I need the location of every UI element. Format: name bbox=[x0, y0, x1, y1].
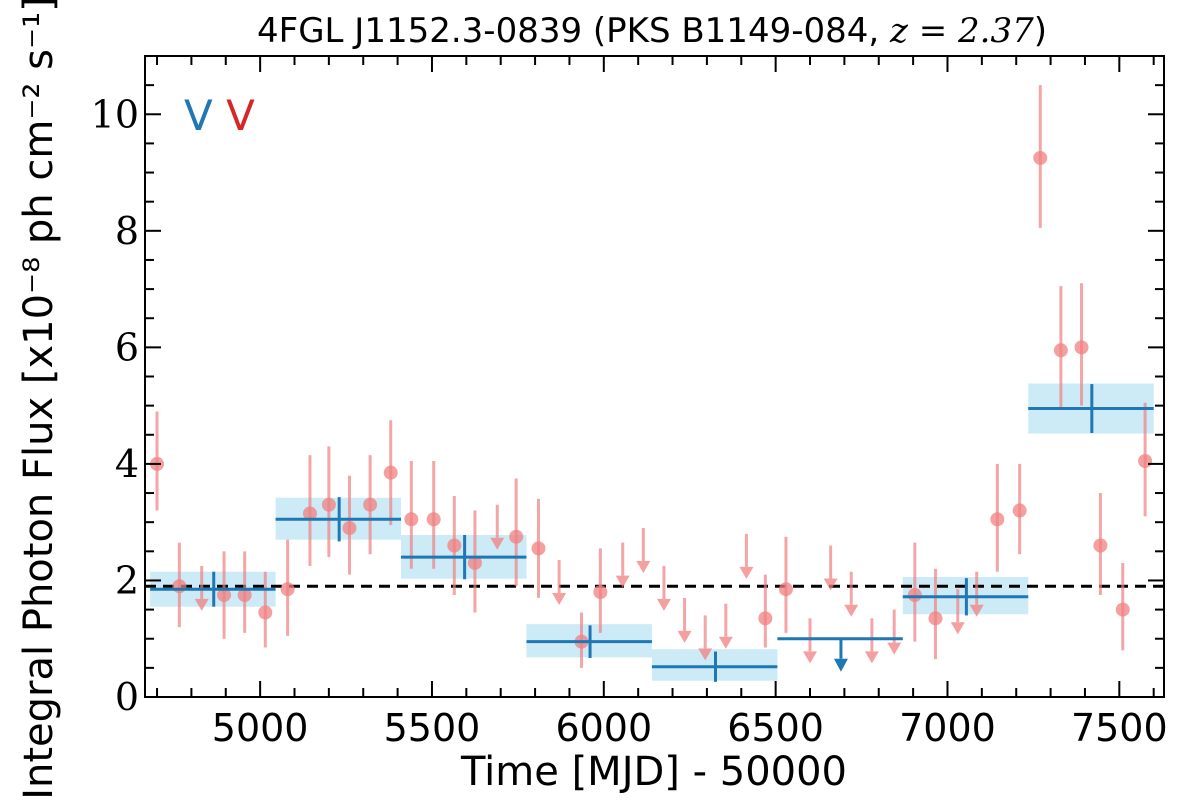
y-axis-label: Integral Photon Flux [x10⁻⁸ ph cm⁻² s⁻¹] bbox=[16, 0, 62, 800]
plot-area: 5000 5500 6000 6500 7000 7500 0 2 4 6 8 10 bbox=[91, 55, 1168, 750]
x-tick-label: 6500 bbox=[727, 706, 824, 750]
monthly-data-point bbox=[907, 588, 922, 603]
monthly-data-point bbox=[426, 512, 441, 527]
monthly-upper-limit-arrow bbox=[803, 651, 818, 664]
y-tick-label: 2 bbox=[115, 558, 139, 602]
y-tick-label: 4 bbox=[115, 442, 139, 486]
x-tick-label: 7000 bbox=[899, 706, 996, 750]
flag-legend: V V bbox=[184, 91, 255, 140]
chart-title: 4FGL J1152.3-0839 (PKS B1149-084, z = 2.… bbox=[257, 11, 1047, 51]
monthly-data-point bbox=[593, 585, 608, 600]
monthly-data-point bbox=[258, 605, 273, 620]
monthly-upper-limit-arrow bbox=[739, 566, 754, 579]
monthly-data-point bbox=[758, 611, 773, 626]
monthly-data-point bbox=[237, 588, 252, 603]
monthly-data-point bbox=[1033, 150, 1048, 165]
flag-red-v: V bbox=[226, 91, 255, 140]
monthly-upper-limit-arrow bbox=[950, 622, 965, 635]
chart-title-redshift: z = 2.37 bbox=[889, 11, 1034, 51]
y-tick-label: 10 bbox=[91, 92, 139, 136]
monthly-data-point bbox=[404, 512, 419, 527]
monthly-data-point bbox=[1115, 602, 1130, 617]
yearly-upper-limit-arrow bbox=[833, 658, 848, 672]
monthly-data-point bbox=[1074, 340, 1089, 355]
monthly-upper-limit-arrow bbox=[887, 642, 902, 655]
y-tick-label: 0 bbox=[115, 675, 139, 719]
flag-blue-v: V bbox=[184, 91, 213, 140]
monthly-data-point bbox=[1138, 453, 1153, 468]
monthly-data-point bbox=[509, 529, 524, 544]
monthly-data-point bbox=[990, 512, 1005, 527]
monthly-data-point bbox=[321, 497, 336, 512]
monthly-upper-limit-arrow bbox=[698, 648, 713, 661]
monthly-data-point bbox=[302, 506, 317, 521]
chart-title-main: 4FGL J1152.3-0839 (PKS B1149-084, bbox=[257, 11, 890, 51]
monthly-data-point bbox=[1093, 538, 1108, 553]
monthly-data-point bbox=[447, 538, 462, 553]
monthly-data-point bbox=[1012, 503, 1027, 518]
monthly-upper-limit-arrow bbox=[636, 561, 651, 574]
monthly-upper-limit-arrow bbox=[864, 651, 879, 664]
monthly-data-point bbox=[280, 582, 295, 597]
monthly-upper-limit-arrow bbox=[823, 578, 838, 591]
monthly-data-point bbox=[1053, 343, 1068, 358]
chart-title-end: ) bbox=[1034, 11, 1047, 51]
monthly-upper-limit-arrow bbox=[615, 575, 630, 588]
monthly-upper-limit-arrow bbox=[490, 537, 505, 550]
monthly-data-point bbox=[778, 582, 793, 597]
monthly-data-point bbox=[363, 497, 378, 512]
monthly-upper-limit-arrow bbox=[656, 598, 671, 611]
x-tick-label: 5500 bbox=[384, 706, 481, 750]
monthly-upper-limit-arrow bbox=[844, 604, 859, 617]
monthly-upper-limit-arrow bbox=[194, 598, 209, 611]
x-tick-label: 5000 bbox=[212, 706, 309, 750]
monthly-data-point bbox=[383, 465, 398, 480]
x-axis-label: Time [MJD] - 50000 bbox=[460, 749, 847, 795]
monthly-data-point bbox=[172, 579, 187, 594]
monthly-data-point bbox=[467, 555, 482, 570]
monthly-data-point bbox=[531, 541, 546, 556]
monthly-upper-limit-arrow bbox=[718, 636, 733, 649]
monthly-upper-limit-arrow bbox=[969, 604, 984, 617]
y-tick-label: 8 bbox=[115, 209, 139, 253]
monthly-data-point bbox=[928, 611, 943, 626]
monthly-upper-limit-arrow bbox=[552, 593, 567, 606]
x-tick-label: 7500 bbox=[1071, 706, 1168, 750]
monthly-upper-limit-arrow bbox=[677, 630, 692, 643]
monthly-data-point bbox=[217, 588, 232, 603]
y-tick-label: 6 bbox=[115, 325, 139, 369]
x-tick-label: 6000 bbox=[555, 706, 652, 750]
monthly-data-point bbox=[342, 521, 357, 536]
